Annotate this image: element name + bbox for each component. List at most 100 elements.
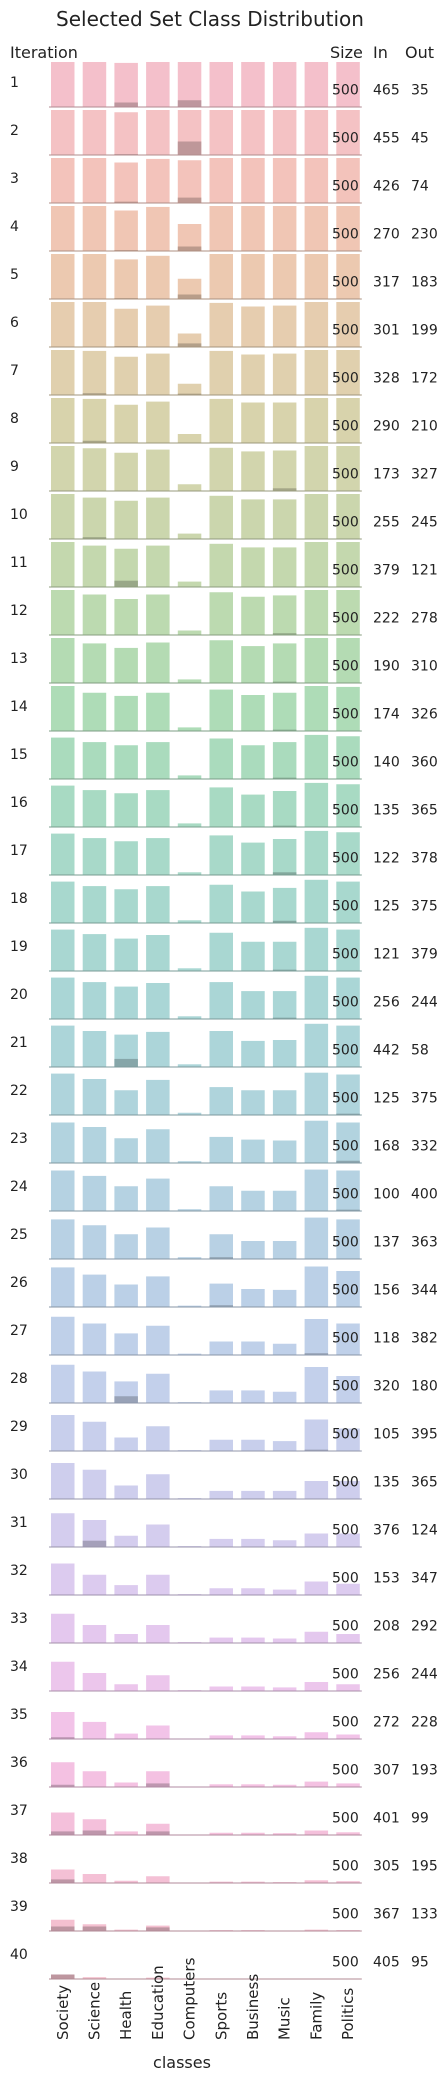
pool-bar <box>304 1481 329 1499</box>
iteration-label: 14 <box>10 699 28 715</box>
selected-bar <box>177 100 202 107</box>
size-value: 500 <box>332 178 359 194</box>
selected-bar <box>336 1160 360 1163</box>
iteration-label: 33 <box>10 1611 28 1627</box>
in-value: 405 <box>373 1954 400 1970</box>
pool-bar <box>272 1687 297 1691</box>
pool-bar <box>304 1631 329 1643</box>
pool-bar <box>51 737 75 779</box>
selected-bar <box>146 1831 170 1835</box>
iteration-label: 36 <box>10 1755 28 1771</box>
pool-bar <box>336 590 360 635</box>
pool-bar <box>272 839 297 875</box>
pool-bar <box>336 1074 360 1115</box>
pool-bar <box>304 1072 329 1115</box>
pool-bar <box>304 1217 329 1259</box>
out-value: 193 <box>411 1762 438 1778</box>
in-value: 208 <box>373 1618 400 1634</box>
pool-bar <box>272 305 297 347</box>
pool-bar <box>209 592 233 635</box>
in-value: 122 <box>373 850 400 866</box>
in-value: 222 <box>373 610 400 626</box>
pool-bar <box>146 1426 170 1451</box>
pool-bar <box>82 1175 107 1211</box>
pool-bar <box>114 1234 138 1259</box>
pool-bar <box>146 1823 170 1835</box>
size-value: 500 <box>332 1714 359 1730</box>
out-value: 180 <box>411 1378 438 1394</box>
pool-bar <box>51 1073 75 1115</box>
pool-bar <box>146 838 170 875</box>
y-axis-label: Iteration <box>10 43 78 62</box>
selected-bar <box>272 488 297 491</box>
pool-bar <box>114 500 138 539</box>
out-value: 292 <box>411 1618 438 1634</box>
pool-bar <box>336 1323 360 1355</box>
pool-bar <box>177 1257 202 1259</box>
pool-bar <box>114 356 138 395</box>
in-value: 121 <box>373 946 400 962</box>
pool-bar <box>82 1421 107 1451</box>
pool-bar <box>241 1040 265 1067</box>
pool-bar <box>114 1929 138 1931</box>
pool-bar <box>304 1880 329 1883</box>
pool-bar <box>51 1219 75 1259</box>
pool-bar <box>209 1832 233 1835</box>
out-value: 400 <box>411 1186 438 1202</box>
iteration-row: 35 500 272 228 <box>10 1707 438 1740</box>
pool-bar <box>209 206 233 251</box>
iteration-row: 8 500 290 210 <box>10 398 438 444</box>
pool-bar <box>82 1520 107 1547</box>
in-column-header: In <box>373 43 388 62</box>
pool-bar <box>51 350 75 395</box>
pool-bar <box>146 401 170 443</box>
pool-bar <box>177 630 202 635</box>
pool-bar <box>114 1733 138 1739</box>
iteration-label: 39 <box>10 1899 28 1915</box>
pool-bar <box>209 1490 233 1499</box>
size-value: 500 <box>332 1666 359 1682</box>
pool-bar <box>336 1533 360 1547</box>
size-value: 500 <box>332 370 359 386</box>
iteration-label: 25 <box>10 1227 28 1243</box>
pool-bar <box>241 1439 265 1451</box>
iteration-label: 16 <box>10 795 28 811</box>
pool-bar <box>336 446 360 491</box>
size-value: 500 <box>332 1762 359 1778</box>
pool-bar <box>114 210 138 251</box>
pool-bar <box>304 1367 329 1403</box>
pool-bar <box>241 206 265 251</box>
pool-bar <box>304 590 329 635</box>
pool-bar <box>304 734 329 779</box>
size-value: 500 <box>332 1474 359 1490</box>
chart-title: Selected Set Class Distribution <box>56 7 364 31</box>
out-value: 360 <box>411 754 438 770</box>
pool-bar <box>146 158 170 203</box>
x-tick-label: Sports <box>212 1992 230 2040</box>
pool-bar <box>146 1876 170 1883</box>
x-tick-label: Music <box>276 1997 294 2040</box>
pool-bar <box>177 775 202 779</box>
in-value: 135 <box>373 1474 400 1490</box>
pool-bar <box>146 1276 170 1307</box>
size-value: 500 <box>332 610 359 626</box>
pool-bar <box>146 305 170 347</box>
selected-bar <box>114 102 138 107</box>
pool-bar <box>304 638 329 683</box>
pool-bar <box>82 350 107 395</box>
pool-bar <box>51 833 75 875</box>
pool-bar <box>82 1127 107 1163</box>
pool-bar <box>241 1490 265 1499</box>
pool-bar <box>272 1833 297 1835</box>
iteration-row: 36 500 307 193 <box>10 1755 438 1788</box>
selected-bar <box>272 633 297 635</box>
in-value: 190 <box>373 658 400 674</box>
pool-bar <box>209 62 233 107</box>
pool-bar <box>177 1353 202 1355</box>
in-value: 272 <box>373 1714 400 1730</box>
out-value: 99 <box>411 1810 429 1826</box>
size-value: 500 <box>332 1618 359 1634</box>
pool-bar <box>114 1634 138 1643</box>
pool-bar <box>146 642 170 683</box>
pool-bar <box>241 1881 265 1883</box>
